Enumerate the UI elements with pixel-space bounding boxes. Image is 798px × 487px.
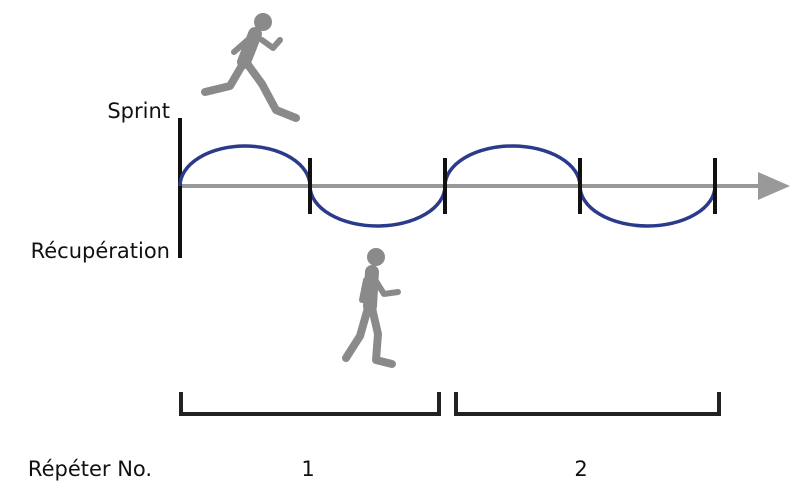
repeat-number: 1 [301, 457, 314, 481]
sprint-runner-icon [201, 13, 300, 122]
recovery-runner-icon [342, 248, 401, 368]
repeat-label: Répéter No. [28, 457, 152, 481]
sprint-label: Sprint [107, 99, 170, 123]
recovery-label: Récupération [31, 239, 170, 263]
axis-arrow [758, 172, 790, 200]
repeat-bracket [179, 392, 441, 416]
repeat-bracket [454, 392, 721, 416]
phase-ticks [308, 158, 717, 214]
repeat-number: 2 [574, 457, 587, 481]
